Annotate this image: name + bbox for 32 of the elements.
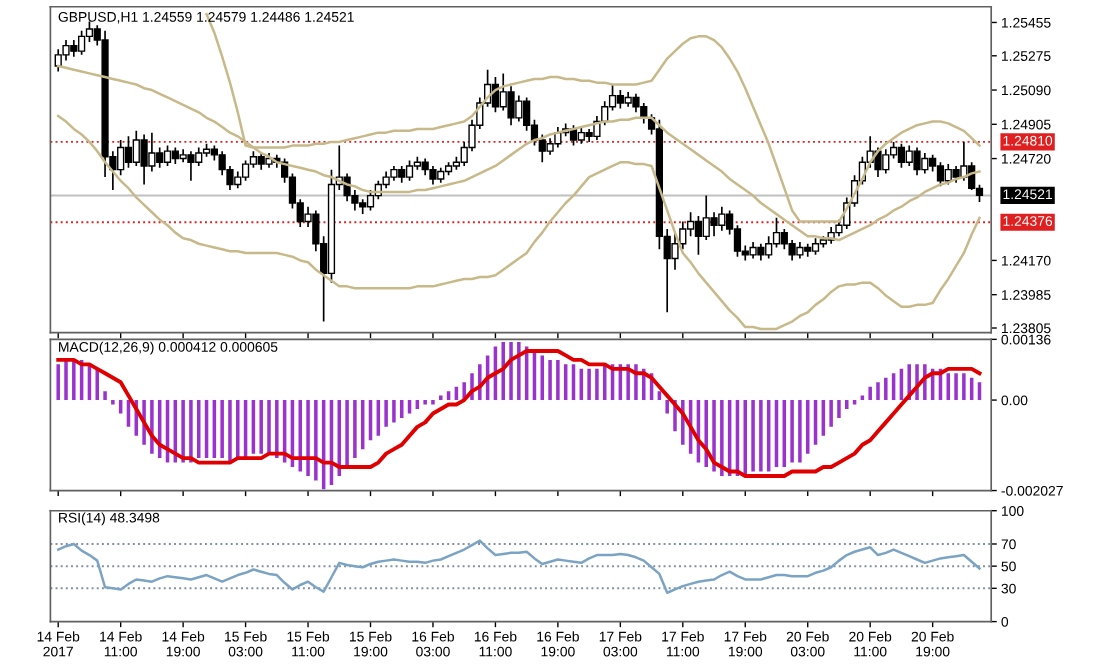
candlestick: [718, 205, 726, 232]
candlestick: [163, 144, 172, 167]
candlestick: [241, 159, 250, 182]
candlestick: [905, 144, 913, 167]
candlestick: [936, 161, 945, 188]
candlestick: [694, 215, 703, 256]
candlestick: [54, 48, 62, 73]
candlestick: [156, 146, 164, 169]
candlestick: [913, 146, 921, 177]
candlestick: [710, 211, 718, 238]
candlestick: [429, 165, 437, 186]
candlestick: [702, 194, 710, 241]
candlestick: [78, 29, 86, 56]
candlestick: [538, 133, 546, 164]
candlestick: [523, 96, 531, 132]
line-series: [56, 539, 981, 595]
candlestick: [897, 142, 906, 169]
candlestick: [554, 126, 562, 149]
candlestick: [132, 129, 140, 167]
candlestick: [515, 94, 523, 123]
line-series: [56, 114, 981, 331]
candlestick: [140, 133, 148, 186]
candlestick: [366, 189, 375, 212]
candlestick: [765, 235, 773, 260]
candlestick: [187, 150, 195, 182]
candlestick: [124, 135, 133, 169]
candlestick: [616, 89, 624, 110]
candlestick: [499, 72, 507, 112]
candlestick: [882, 148, 890, 175]
candlestick: [405, 159, 414, 182]
candlestick: [921, 152, 929, 175]
candlestick: [148, 131, 156, 173]
